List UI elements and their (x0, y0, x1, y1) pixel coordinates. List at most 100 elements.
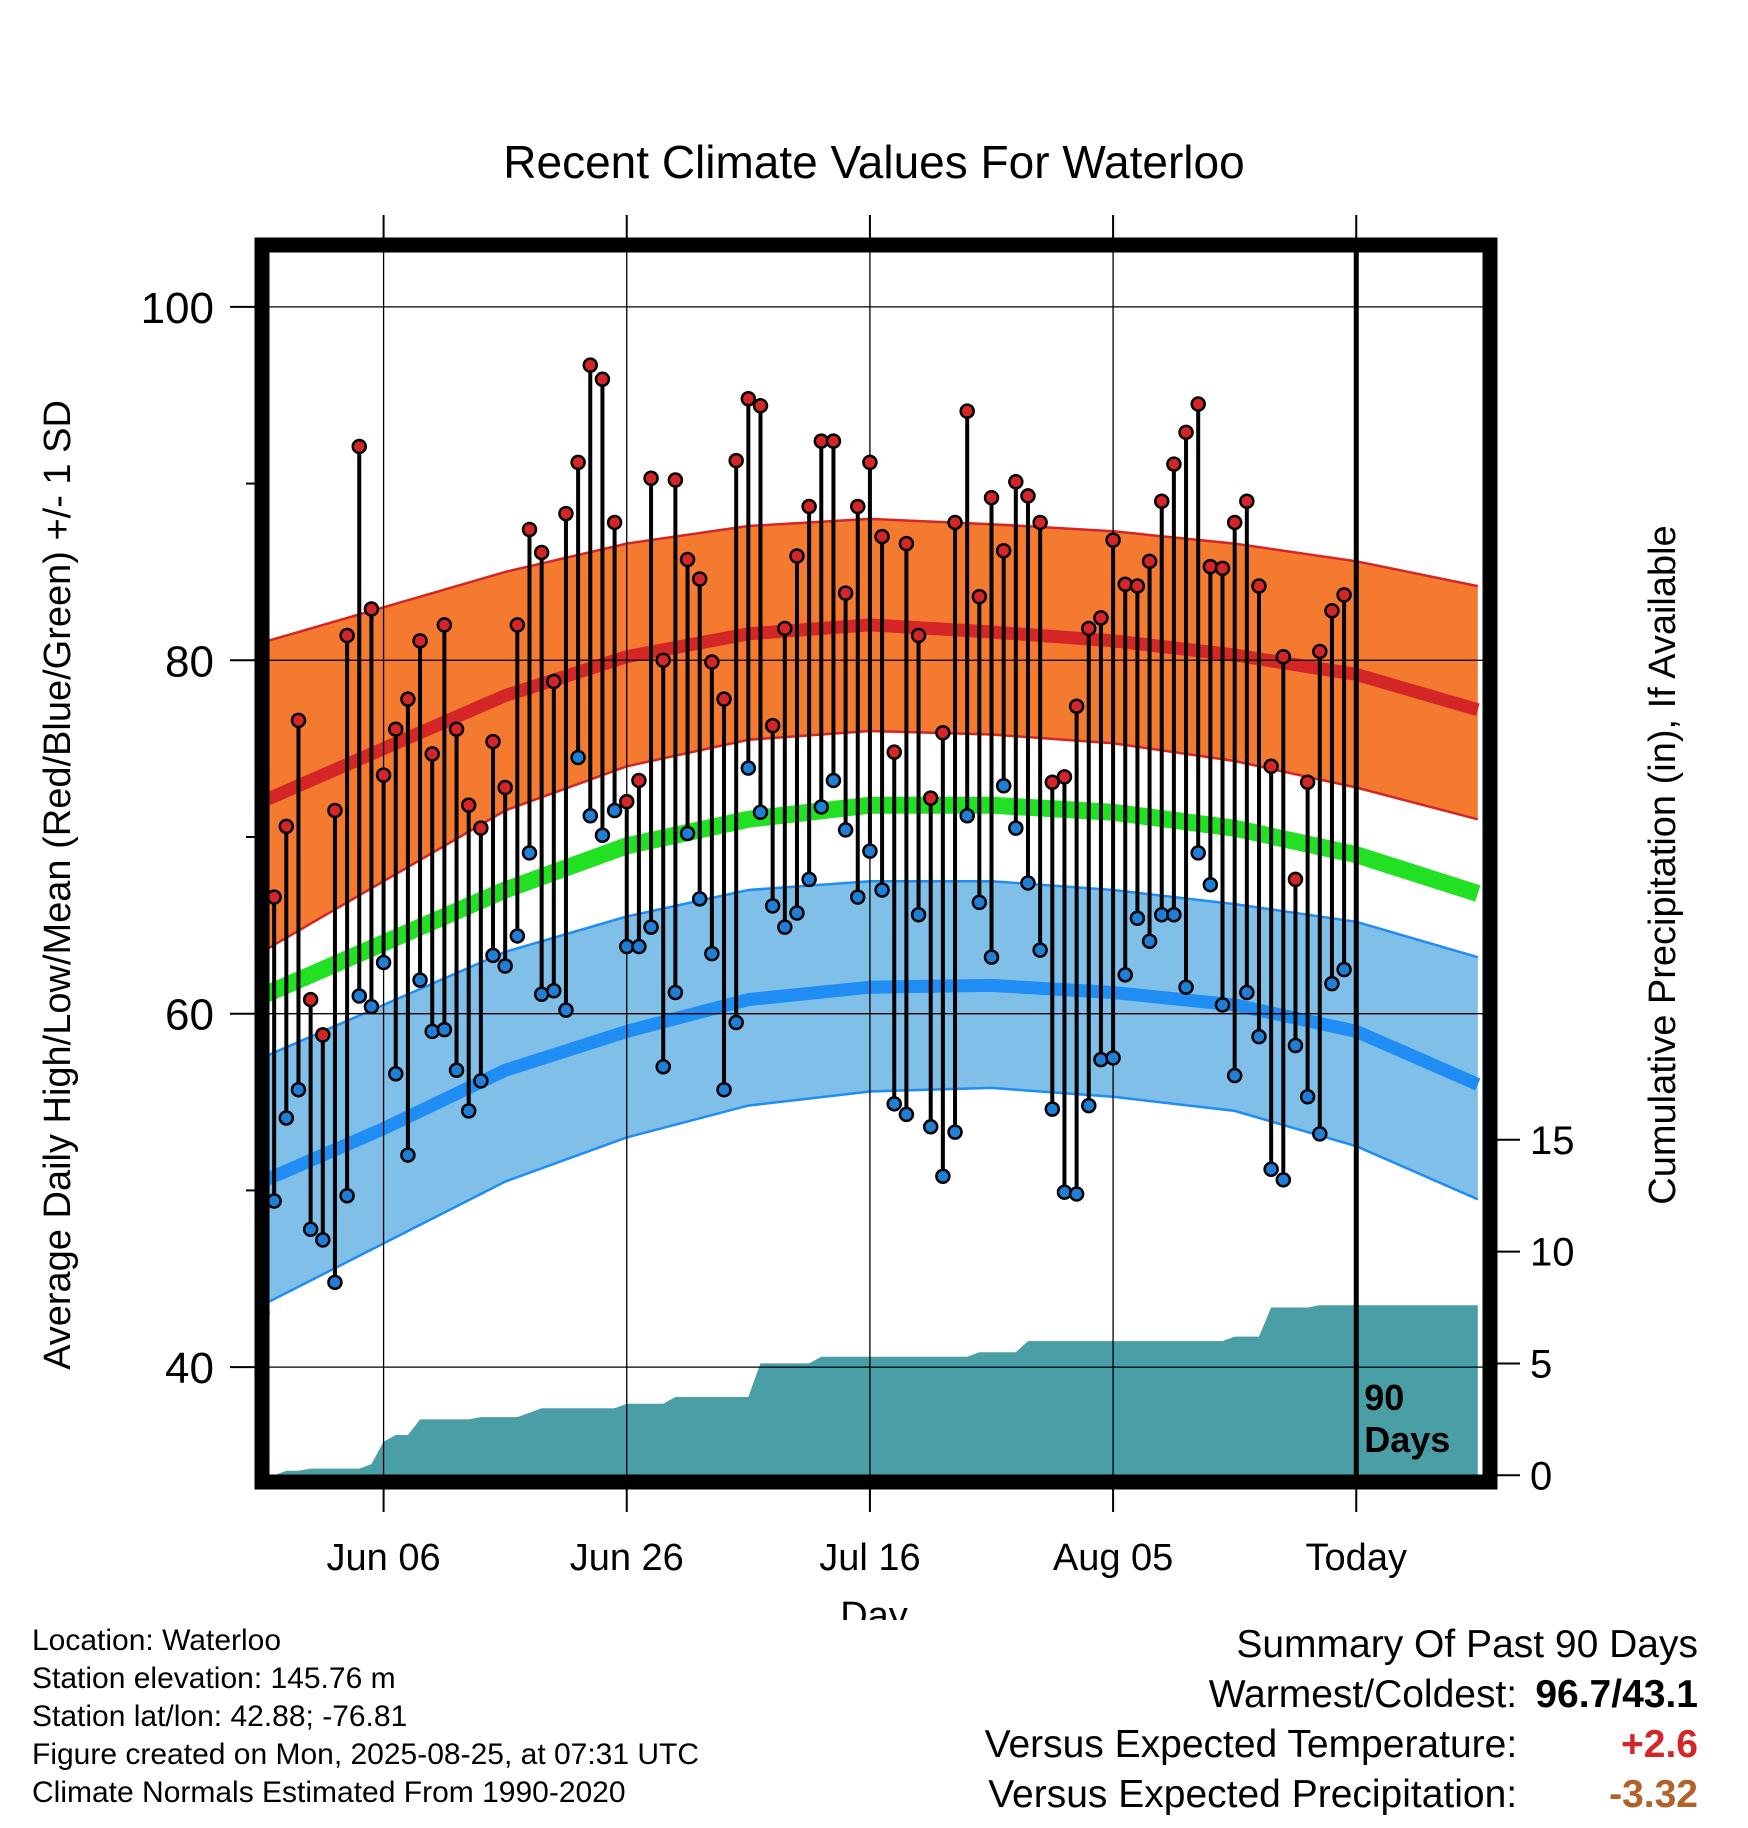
summary-precip-row: Versus Expected Precipitation: -3.32 (698, 1770, 1698, 1820)
high-temp-point (740, 390, 757, 407)
high-temp-point (679, 551, 696, 568)
low-temp-point (995, 777, 1012, 794)
low-temp-point (643, 919, 659, 935)
low-temp-point (558, 1002, 574, 1018)
high-temp-point (315, 1027, 331, 1043)
high-temp-point (777, 620, 793, 637)
high-temp-point (789, 548, 805, 564)
info-elevation: Station elevation: 145.76 m (32, 1662, 396, 1695)
high-temp-point (497, 779, 513, 796)
y-tick-label: 100 (141, 284, 214, 333)
high-temp-point (327, 802, 343, 819)
low-temp-point (789, 905, 805, 921)
high-temp-point (1056, 769, 1073, 785)
y2-tick-label: 5 (1530, 1342, 1552, 1386)
y2-tick-label: 10 (1530, 1231, 1575, 1275)
low-temp-point (302, 1221, 319, 1238)
low-temp-point (363, 998, 380, 1015)
low-temp-point (339, 1187, 355, 1204)
high-temp-point (728, 452, 744, 469)
high-temp-point (460, 797, 477, 813)
info-normals: Climate Normals Estimated From 1990-2020 (32, 1776, 626, 1809)
high-temp-point (837, 585, 854, 601)
low-temp-point (1312, 1126, 1328, 1142)
low-temp-point (886, 1096, 902, 1112)
low-temp-point (1324, 975, 1340, 992)
high-temp-point (850, 498, 866, 515)
high-temp-point (278, 818, 295, 835)
summary-temp-value: +2.6 (1621, 1723, 1698, 1766)
low-temp-point (546, 982, 562, 999)
high-temp-point (1020, 488, 1036, 504)
low-temp-point (375, 954, 392, 971)
summary-temp-row: Versus Expected Temperature: +2.6 (698, 1720, 1698, 1770)
high-temp-point (1324, 603, 1340, 619)
high-temp-point (606, 514, 623, 531)
chart-title: Recent Climate Values For Waterloo (503, 136, 1244, 188)
high-temp-point (631, 772, 647, 789)
low-temp-point (485, 947, 501, 964)
low-temp-point (1299, 1089, 1316, 1105)
low-temp-point (728, 1014, 744, 1031)
high-temp-point (1190, 396, 1206, 412)
high-temp-point (1117, 576, 1133, 593)
high-temp-point (1141, 553, 1158, 570)
high-temp-point (339, 627, 355, 644)
low-temp-point (667, 984, 684, 1001)
high-temp-point (1032, 514, 1048, 531)
high-temp-point (351, 438, 368, 455)
high-temp-point (825, 433, 842, 449)
x-tick-label: Jun 06 (327, 1537, 441, 1579)
high-temp-point (363, 601, 380, 617)
low-temp-point (959, 808, 975, 824)
low-temp-point (1214, 997, 1231, 1013)
low-temp-point (1056, 1184, 1073, 1200)
high-temp-point (995, 542, 1012, 559)
summary-warmest-row: Warmest/Coldest: 96.7/43.1 (698, 1670, 1698, 1720)
high-temp-point (691, 571, 708, 587)
high-temp-point (424, 746, 440, 762)
high-temp-point (886, 744, 902, 760)
low-temp-point (315, 1232, 331, 1248)
y2-axis-label: Cumulative Precipitation (in), If Availa… (1642, 525, 1684, 1204)
low-temp-point (594, 827, 611, 843)
low-temp-point (1226, 1067, 1243, 1084)
low-temp-point (935, 1168, 951, 1185)
low-temp-point (716, 1081, 732, 1098)
low-temp-point (704, 945, 720, 962)
low-temp-point (1081, 1097, 1097, 1114)
x-axis-label: Day (840, 1595, 908, 1620)
high-temp-point (1008, 474, 1024, 490)
low-temp-point (1275, 1172, 1292, 1188)
summary-temp-label: Versus Expected Temperature: (984, 1723, 1518, 1766)
low-temp-point (971, 894, 988, 911)
high-temp-point (436, 617, 453, 633)
low-temp-point (387, 1066, 404, 1082)
high-temp-point (643, 470, 659, 487)
plot-frame (254, 237, 1498, 1490)
summary-warmest-label: Warmest/Coldest: (1208, 1673, 1518, 1716)
high-temp-point (533, 544, 550, 561)
high-temp-point (935, 724, 951, 741)
low-temp-point (521, 845, 538, 861)
low-temp-point (1141, 933, 1158, 950)
x-tick-label: Aug 05 (1053, 1537, 1173, 1579)
low-temp-point (290, 1081, 307, 1098)
low-temp-point (1068, 1186, 1085, 1202)
low-temp-point (679, 825, 696, 842)
high-temp-point (655, 652, 671, 669)
y-axis-label: Average Daily High/Low/Mean (Red/Blue/Gr… (37, 400, 79, 1370)
today-days-label-text: Days (1364, 1419, 1450, 1460)
high-temp-point (1226, 514, 1243, 531)
high-temp-point (485, 733, 501, 750)
low-temp-point (1287, 1037, 1304, 1054)
low-temp-point (1251, 1028, 1267, 1045)
low-temp-point (655, 1058, 671, 1075)
low-temp-point (898, 1106, 915, 1123)
low-temp-point (947, 1124, 963, 1140)
high-temp-point (1153, 493, 1170, 509)
today-days-label-number: 90 (1364, 1377, 1404, 1418)
y-tick-label: 80 (165, 637, 214, 686)
low-temp-point (862, 843, 878, 859)
low-temp-point (1178, 979, 1194, 995)
